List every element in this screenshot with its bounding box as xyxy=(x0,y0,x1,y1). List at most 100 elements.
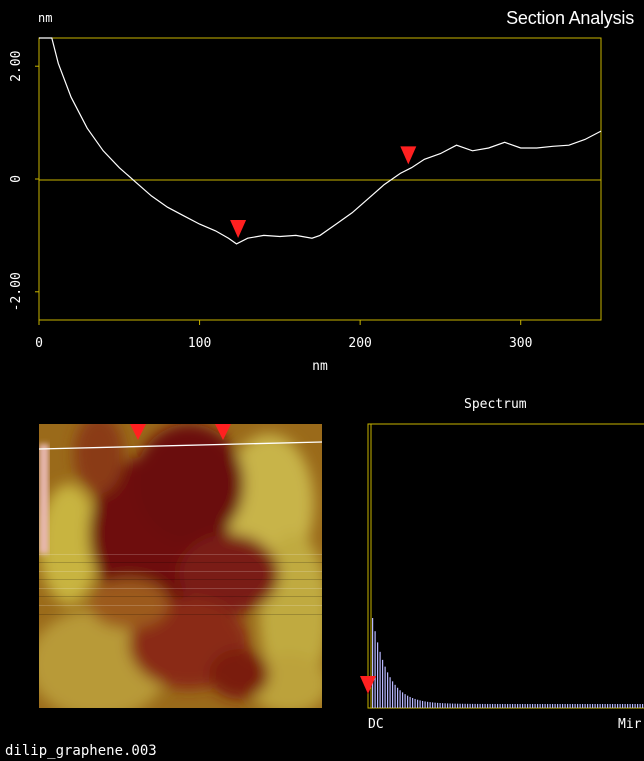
spectrum-bar xyxy=(609,704,611,708)
x-tick-label: 0 xyxy=(35,336,43,351)
spectrum-bar xyxy=(587,703,589,708)
spectrum-bar xyxy=(457,703,459,708)
spectrum-bar xyxy=(422,700,424,708)
spectrum-bar xyxy=(409,696,411,708)
spectrum-bar xyxy=(592,704,594,708)
spectrum-bar xyxy=(612,704,614,708)
spectrum-bar xyxy=(572,703,574,708)
spectrum-bar xyxy=(564,703,566,708)
afm-height-image[interactable] xyxy=(39,424,322,708)
spectrum-bar xyxy=(464,703,466,708)
spectrum-bar xyxy=(502,703,504,708)
spectrum-bar xyxy=(632,704,634,708)
spectrum-bar xyxy=(507,703,509,708)
spectrum-bar xyxy=(584,703,586,708)
spectrum-bar xyxy=(569,703,571,708)
spectrum-bar xyxy=(547,703,549,708)
spectrum-bar xyxy=(429,702,431,708)
spectrum-bar xyxy=(427,701,429,708)
spectrum-bar xyxy=(399,690,401,708)
spectrum-bar xyxy=(639,704,641,708)
spectrum-bar xyxy=(477,703,479,708)
spectrum-plot[interactable]: DC Mir xyxy=(360,418,644,738)
spectrum-bar xyxy=(509,703,511,708)
spectrum-bar xyxy=(384,666,386,708)
spectrum-bar xyxy=(524,703,526,708)
spectrum-bar xyxy=(549,703,551,708)
profile-cursor-marker-1[interactable] xyxy=(230,220,247,239)
y-tick-label: 0 xyxy=(9,175,24,183)
spectrum-bar xyxy=(554,703,556,708)
spectrum-bar xyxy=(527,703,529,708)
spectrum-bar xyxy=(567,703,569,708)
spectrum-bar xyxy=(377,642,379,708)
spectrum-min-label: Mir xyxy=(618,717,642,732)
plot-frame xyxy=(38,37,602,321)
spectrum-bar xyxy=(379,651,381,708)
spectrum-bar xyxy=(414,698,416,708)
app-title: Section Analysis xyxy=(506,8,634,28)
spectrum-bar xyxy=(599,704,601,708)
spectrum-bar xyxy=(597,704,599,708)
spectrum-bar xyxy=(529,703,531,708)
spectrum-bar xyxy=(482,703,484,708)
spectrum-bar xyxy=(539,703,541,708)
spectrum-bar xyxy=(562,703,564,708)
section-line[interactable] xyxy=(39,441,322,450)
spectrum-bar xyxy=(437,702,439,708)
spectrum-bar xyxy=(459,703,461,708)
spectrum-bars xyxy=(372,618,644,708)
y-tick-label: 2.00 xyxy=(9,51,24,82)
spectrum-bar xyxy=(452,703,454,708)
spectrum-bar xyxy=(557,703,559,708)
spectrum-bar xyxy=(512,703,514,708)
spectrum-bar xyxy=(442,703,444,708)
section-profile-plot[interactable]: nm 2.00 0 -2.00 0 100 200 300 nm xyxy=(0,0,644,380)
spectrum-bar xyxy=(594,704,596,708)
x-axis-label: nm xyxy=(312,359,328,374)
spectrum-bar xyxy=(637,704,639,708)
spectrum-bar xyxy=(577,703,579,708)
spectrum-bar xyxy=(517,703,519,708)
spectrum-bar xyxy=(514,703,516,708)
spectrum-bar xyxy=(487,703,489,708)
spectrum-bar xyxy=(382,659,384,708)
profile-cursor-marker-2[interactable] xyxy=(400,146,417,165)
spectrum-bar xyxy=(389,677,391,708)
spectrum-title: Spectrum xyxy=(464,397,527,412)
spectrum-bar xyxy=(537,703,539,708)
spectrum-bar xyxy=(412,698,414,708)
cursor-markers[interactable] xyxy=(230,146,417,239)
spectrum-bar xyxy=(604,704,606,708)
spectrum-marker[interactable] xyxy=(360,676,376,694)
spectrum-bar xyxy=(397,687,399,708)
image-marker-1[interactable] xyxy=(130,424,146,440)
spectrum-bar xyxy=(402,692,404,708)
spectrum-bar xyxy=(627,704,629,708)
spectrum-frame xyxy=(367,423,644,709)
spectrum-bar xyxy=(467,703,469,708)
spectrum-bar xyxy=(617,704,619,708)
spectrum-bar xyxy=(449,703,451,708)
spectrum-bar xyxy=(392,681,394,708)
spectrum-bar xyxy=(622,704,624,708)
image-marker-2[interactable] xyxy=(215,424,231,440)
spectrum-bar xyxy=(642,704,644,708)
spectrum-bar xyxy=(454,703,456,708)
spectrum-bar xyxy=(479,703,481,708)
spectrum-bar xyxy=(492,703,494,708)
spectrum-dc-label: DC xyxy=(368,717,384,732)
spectrum-bar xyxy=(424,701,426,708)
spectrum-bar xyxy=(634,704,636,708)
spectrum-bar xyxy=(552,703,554,708)
spectrum-bar xyxy=(374,631,376,708)
spectrum-bar xyxy=(462,703,464,708)
spectrum-bar xyxy=(417,699,419,708)
spectrum-bar xyxy=(629,704,631,708)
spectrum-bar xyxy=(407,695,409,708)
spectrum-bar xyxy=(469,703,471,708)
spectrum-bar xyxy=(434,702,436,708)
spectrum-bar xyxy=(532,703,534,708)
spectrum-bar xyxy=(432,702,434,708)
scan-lines xyxy=(39,554,322,615)
